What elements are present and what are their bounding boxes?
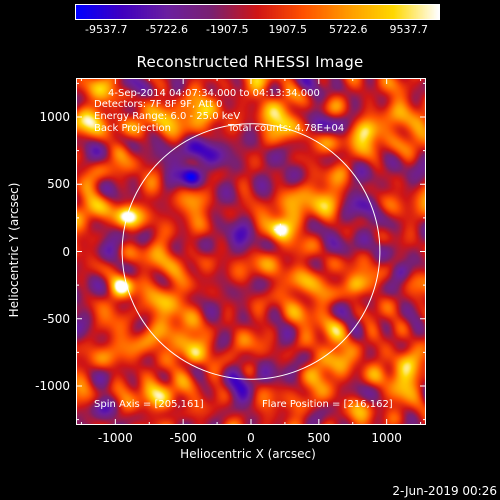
render-date: 2-Jun-2019 00:26 (392, 484, 497, 498)
colorbar-tick-label: -1907.5 (206, 23, 249, 36)
heatmap-image (76, 78, 426, 425)
y-tick-label: -1000 (35, 378, 70, 393)
colorbar-frame (75, 4, 440, 20)
x-tick-label: 1000 (371, 431, 402, 445)
flare-position-info: Flare Position = [216,162] (262, 399, 393, 410)
detectors-info: Detectors: 7F 8F 9F, Att 0 (94, 99, 223, 110)
y-tick-label: 500 (47, 177, 70, 192)
x-axis-label: Heliocentric X (arcsec) (180, 447, 316, 461)
total-counts-info: Total counts: 4.78E+04 (228, 123, 345, 134)
colorbar-tick-label: -9537.7 (85, 23, 128, 36)
colorbar-tick-label: 9537.7 (389, 23, 429, 36)
method-info: Back Projection (94, 123, 171, 134)
spin-axis-info: Spin Axis = [205,161] (94, 399, 204, 410)
y-axis-label: Heliocentric Y (arcsec) (7, 182, 21, 318)
y-tick-label: 1000 (39, 110, 70, 124)
x-tick-label: -500 (169, 431, 197, 445)
chart-title: Reconstructed RHESSI Image (136, 53, 364, 71)
y-tick-label: -500 (42, 311, 70, 326)
observation-time: 4-Sep-2014 04:07:34.000 to 04:13:34.000 (108, 88, 320, 99)
colorbar-tick-label: -5722.6 (145, 23, 188, 36)
colorbar-tick-label: 1907.5 (268, 23, 308, 36)
colorbar-tick-label: 5722.6 (329, 23, 368, 36)
colorbar (76, 5, 439, 19)
x-tick-label: 500 (307, 431, 331, 445)
y-tick-label: 0 (62, 244, 70, 259)
x-tick-label: -1000 (97, 431, 133, 445)
solar-disk-limb (121, 123, 381, 380)
energy-range-info: Energy Range: 6.0 - 25.0 keV (94, 111, 241, 122)
x-tick-label: 0 (247, 431, 255, 445)
